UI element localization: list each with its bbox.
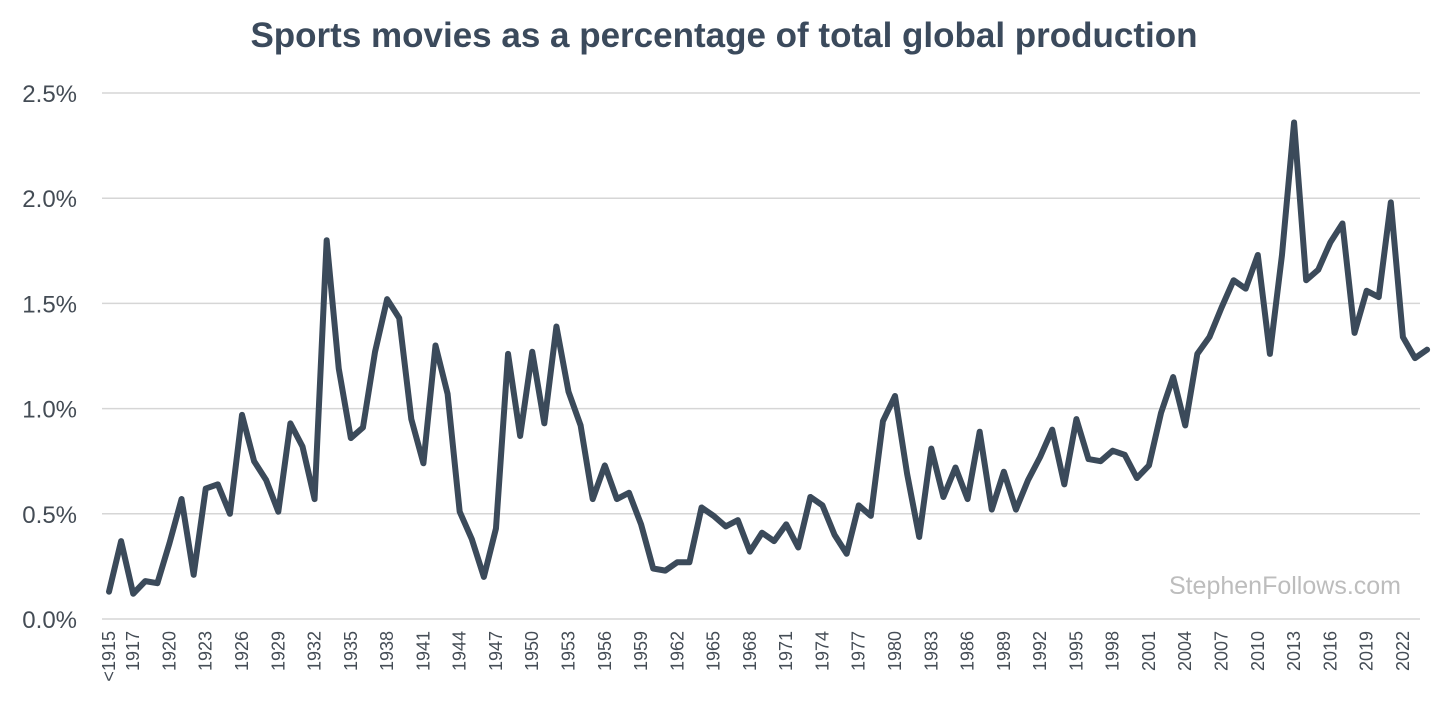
- gridlines: [102, 92, 1420, 620]
- x-tick-label: 2022: [1393, 631, 1413, 671]
- x-tick-label: 1962: [667, 631, 687, 671]
- x-tick-label: 1944: [450, 631, 470, 671]
- series-line: [106, 119, 1431, 597]
- y-tick-label: 2.5%: [22, 81, 77, 108]
- x-tick-label: 1992: [1030, 631, 1050, 671]
- x-tick-label: 1953: [559, 631, 579, 671]
- x-tick-label: 1923: [196, 631, 216, 671]
- y-tick-label: 0.5%: [22, 502, 77, 529]
- x-axis-ticks: <1915 1917 1920 1923 1926 1929 1932 1935 1938 194…: [99, 631, 1413, 682]
- x-tick-label: 1947: [486, 631, 506, 671]
- y-tick-label: 2.0%: [22, 186, 77, 213]
- x-tick-label: 2013: [1284, 631, 1304, 671]
- x-tick-label: 2007: [1212, 631, 1232, 671]
- x-tick-label: 2016: [1320, 631, 1340, 671]
- x-tick-label: 2004: [1175, 631, 1195, 671]
- x-tick-label: 1935: [341, 631, 361, 671]
- x-tick-label: 1995: [1066, 631, 1086, 671]
- x-tick-label: 1998: [1103, 631, 1123, 671]
- x-tick-label: 1956: [595, 631, 615, 671]
- watermark: StephenFollows.com: [1169, 572, 1401, 600]
- x-tick-label: 2001: [1139, 631, 1159, 671]
- x-tick-label: 1983: [921, 631, 941, 671]
- x-tick-label: 1926: [232, 631, 252, 671]
- x-tick-label: 1968: [740, 631, 760, 671]
- x-tick-label: 2019: [1357, 631, 1377, 671]
- x-tick-label: <1915: [99, 631, 119, 682]
- x-tick-label: 1989: [994, 631, 1014, 671]
- x-tick-label: 1980: [885, 631, 905, 671]
- x-tick-label: 1932: [305, 631, 325, 671]
- x-tick-label: 1917: [123, 631, 143, 671]
- x-tick-label: 1971: [776, 631, 796, 671]
- x-tick-label: 1950: [522, 631, 542, 671]
- x-tick-label: 1974: [812, 631, 832, 671]
- x-tick-label: 1929: [268, 631, 288, 671]
- series-layer: [106, 119, 1431, 597]
- chart-title: Sports movies as a percentage of total g…: [250, 16, 1197, 55]
- y-tick-label: 0.0%: [22, 607, 77, 634]
- x-tick-label: 1965: [704, 631, 724, 671]
- x-tick-label: 1977: [849, 631, 869, 671]
- x-tick-label: 1959: [631, 631, 651, 671]
- x-tick-label: 2010: [1248, 631, 1268, 671]
- x-tick-label: 1920: [159, 631, 179, 671]
- y-axis-ticks: 0.0% 0.5% 1.0% 1.5% 2.0% 2.5%: [22, 81, 77, 634]
- y-tick-label: 1.0%: [22, 397, 77, 424]
- x-tick-label: 1938: [377, 631, 397, 671]
- x-tick-label: 1941: [413, 631, 433, 671]
- y-tick-label: 1.5%: [22, 291, 77, 318]
- x-tick-label: 1986: [958, 631, 978, 671]
